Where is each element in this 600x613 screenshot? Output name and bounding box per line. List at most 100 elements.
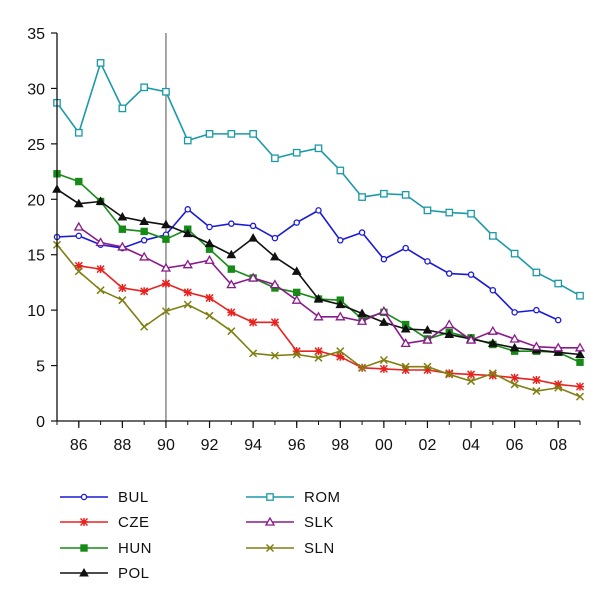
data-point-slk [248, 272, 259, 282]
x-tick-label: 06 [506, 437, 524, 454]
legend-item-slk: SLK [246, 514, 333, 531]
data-point-slk [139, 251, 150, 261]
data-point-slk [487, 325, 498, 335]
data-point-bul [358, 229, 366, 236]
legend-marker-slk [264, 516, 276, 526]
data-point-cze [140, 287, 149, 296]
series-line-cze [78, 265, 581, 388]
data-point-pol [313, 294, 324, 303]
axes: 0 5 10 15 20 25 30 35 86 88 90 92 94 96 98 00 02 04 06 08 [27, 26, 581, 454]
data-point-slk [95, 237, 106, 247]
data-point-slk [553, 342, 564, 352]
data-point-sln [74, 267, 83, 276]
data-point-sln [336, 347, 345, 356]
series-bul [53, 206, 562, 324]
data-point-pol [117, 212, 128, 221]
data-point-sln [467, 377, 476, 386]
data-point-sln [510, 380, 519, 389]
data-point-pol [161, 219, 171, 229]
legend-item-rom: ROM [246, 489, 341, 506]
data-point-pol [400, 323, 411, 333]
data-point-slk [574, 342, 586, 352]
x-tick-label: 94 [244, 437, 262, 454]
x-tick-label: 88 [113, 437, 131, 454]
series-line-sln [56, 244, 581, 398]
legend-label-rom: ROM [304, 489, 341, 506]
y-tick-label: 10 [27, 303, 45, 320]
data-point-sln [205, 311, 214, 320]
data-point-bul [140, 237, 148, 244]
data-point-rom [467, 209, 475, 218]
data-point-slk [531, 341, 542, 351]
data-point-hun [118, 225, 127, 233]
plot-area [52, 33, 586, 421]
data-point-hun [75, 177, 83, 186]
x-tick-label: 86 [70, 437, 88, 454]
legend-marker-hun [80, 544, 88, 552]
data-point-rom [183, 136, 192, 145]
x-tick-label: 98 [331, 437, 349, 454]
data-point-cze [183, 288, 192, 297]
data-point-cze [575, 382, 585, 391]
data-point-rom [380, 189, 388, 198]
data-point-sln [292, 350, 301, 359]
data-point-bul [315, 207, 322, 214]
data-point-rom [205, 130, 214, 138]
legend-item-hun: HUN [60, 540, 152, 557]
data-point-rom [576, 291, 584, 300]
data-point-pol [509, 342, 520, 352]
data-point-sln [140, 322, 149, 331]
series-rom [53, 59, 584, 300]
data-point-cze [423, 365, 432, 375]
data-point-bul [271, 234, 279, 242]
data-point-sln [249, 349, 258, 358]
data-point-sln [118, 296, 127, 305]
data-point-rom [162, 87, 170, 96]
data-point-sln [532, 387, 541, 396]
data-point-cze [467, 370, 476, 379]
data-point-rom [423, 206, 432, 215]
data-point-hun [227, 265, 236, 273]
data-point-cze [510, 373, 519, 382]
data-point-bul [337, 237, 344, 244]
legend-marker-bul [80, 493, 88, 501]
data-point-hun [162, 235, 170, 243]
data-point-cze [249, 318, 258, 327]
data-point-sln [183, 300, 192, 309]
data-point-slk [73, 221, 84, 231]
data-point-slk [509, 333, 520, 343]
data-point-rom [445, 208, 454, 217]
data-point-rom [74, 128, 83, 137]
legend-label-hun: HUN [118, 540, 152, 557]
x-tick-label: 02 [419, 437, 437, 454]
series-line-rom [56, 62, 581, 297]
data-point-bul [75, 232, 83, 240]
data-point-bul [445, 270, 453, 277]
data-point-pol [487, 338, 498, 347]
data-point-rom [292, 148, 301, 157]
data-point-pol [226, 249, 237, 259]
data-point-cze [314, 347, 323, 356]
data-point-bul [184, 206, 191, 213]
data-point-cze [270, 318, 279, 327]
data-point-bul [402, 244, 409, 252]
data-point-sln [575, 392, 585, 401]
legend: BUL CZE HUN POL ROM SLK SLN [60, 489, 341, 582]
data-point-pol [73, 198, 84, 208]
data-point-pol [379, 317, 389, 326]
data-point-slk [465, 334, 477, 344]
data-point-slk [335, 311, 346, 321]
data-point-cze [74, 261, 83, 270]
data-point-slk [182, 259, 193, 269]
data-point-sln [314, 353, 323, 362]
legend-item-bul: BUL [60, 489, 148, 506]
data-point-bul [249, 222, 257, 230]
y-tick-label: 5 [36, 359, 45, 376]
legend-label-sln: SLN [304, 540, 335, 557]
x-tick-label: 00 [375, 437, 393, 454]
legend-marker-cze [79, 517, 89, 527]
data-point-sln [379, 355, 388, 365]
data-point-rom [358, 193, 366, 201]
legend-item-pol: POL [60, 565, 149, 582]
